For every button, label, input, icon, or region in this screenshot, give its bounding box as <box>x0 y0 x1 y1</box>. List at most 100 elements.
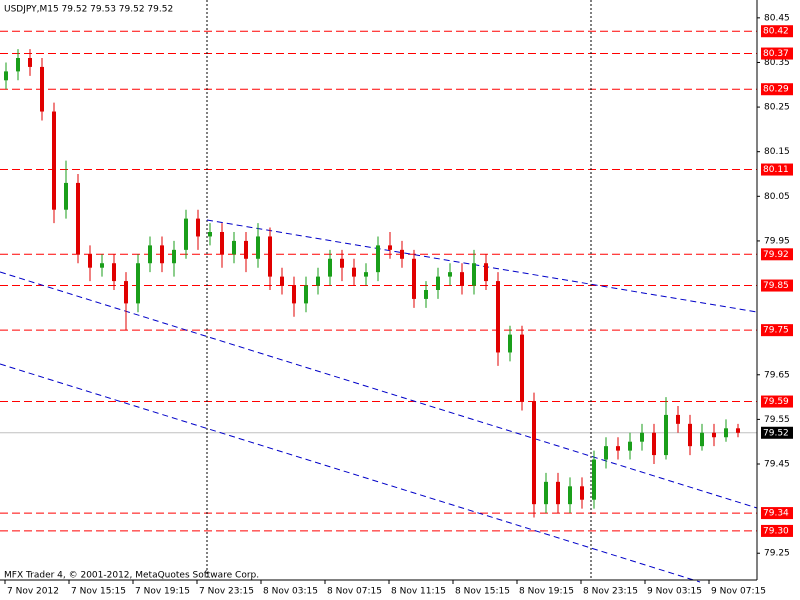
candle-body <box>100 263 104 268</box>
candle-body <box>664 414 668 456</box>
x-tick-label: 7 Nov 23:15 <box>199 587 254 597</box>
candle-body <box>640 432 644 442</box>
y-tick-label: 79.45 <box>764 460 790 470</box>
candle-body <box>340 258 344 268</box>
candle-body <box>388 245 392 250</box>
candle-body <box>280 276 284 286</box>
x-tick-label: 8 Nov 23:15 <box>583 587 638 597</box>
candle-body <box>256 236 260 259</box>
candle-body <box>376 245 380 273</box>
candle-body <box>568 486 572 505</box>
candle-body <box>592 459 596 500</box>
x-tick-label: 7 Nov 15:15 <box>71 587 126 597</box>
candle-body <box>460 272 464 286</box>
candle-body <box>724 428 728 438</box>
candle-body <box>52 111 56 210</box>
candle-body <box>508 334 512 353</box>
candle-body <box>64 182 68 210</box>
x-tick-label: 7 Nov 19:15 <box>135 587 190 597</box>
candle-body <box>544 481 548 505</box>
level-label: 80.11 <box>763 165 789 175</box>
candle-body <box>40 66 44 112</box>
candle-body <box>196 218 200 237</box>
candle-body <box>532 401 536 505</box>
level-label-bg <box>761 248 793 261</box>
chart-title: USDJPY,M15 79.52 79.53 79.52 79.52 <box>4 5 173 15</box>
x-tick-label: 7 Nov 2012 <box>7 587 59 597</box>
candle-body <box>148 245 152 264</box>
candles <box>4 49 740 518</box>
candle-body <box>76 182 80 255</box>
trend-line <box>206 219 758 313</box>
y-tick-label: 79.55 <box>764 415 790 425</box>
last-price-label: 79.52 <box>763 428 789 438</box>
level-label: 79.34 <box>763 509 789 519</box>
level-label-bg <box>761 524 793 537</box>
level-label: 80.29 <box>763 85 789 95</box>
candle-body <box>580 486 584 500</box>
level-label-bg <box>761 279 793 292</box>
candle-body <box>364 272 368 277</box>
candle-body <box>220 232 224 255</box>
y-tick-label: 80.35 <box>764 58 790 68</box>
candle-body <box>28 58 32 67</box>
candle-body <box>400 249 404 259</box>
level-label-bg <box>761 324 793 337</box>
level-label: 79.75 <box>763 326 789 336</box>
candle-body <box>412 258 416 299</box>
level-label: 79.59 <box>763 397 789 407</box>
level-label-bg <box>761 507 793 520</box>
candle-body <box>712 432 716 438</box>
y-tick-label: 79.25 <box>764 549 790 559</box>
candle-body <box>232 240 236 255</box>
candle-body <box>628 441 632 451</box>
y-tick-label: 80.45 <box>764 13 790 23</box>
y-tick-label: 80.25 <box>764 103 790 113</box>
level-label: 79.85 <box>763 281 789 291</box>
candle-body <box>700 432 704 447</box>
candle-body <box>268 236 272 277</box>
candle-body <box>448 272 452 277</box>
candle-body <box>496 281 500 353</box>
x-tick-label: 9 Nov 03:15 <box>647 587 702 597</box>
level-label-bg <box>761 83 793 96</box>
candle-body <box>136 263 140 304</box>
candle-body <box>316 276 320 286</box>
candle-body <box>676 414 680 424</box>
x-tick-label: 8 Nov 03:15 <box>263 587 318 597</box>
level-label-bg <box>761 47 793 60</box>
candle-body <box>88 254 92 268</box>
candle-body <box>436 276 440 290</box>
candle-body <box>16 58 20 72</box>
y-tick-label: 80.05 <box>764 192 790 202</box>
level-label: 80.42 <box>763 27 789 37</box>
trend-line <box>0 363 701 583</box>
x-tick-label: 8 Nov 19:15 <box>519 587 574 597</box>
candle-body <box>244 240 248 259</box>
candle-body <box>556 481 560 505</box>
candle-body <box>604 446 608 460</box>
candle-body <box>172 249 176 264</box>
candle-body <box>292 285 296 304</box>
candle-body <box>328 258 332 277</box>
candle-body <box>160 245 164 264</box>
last-price-bg <box>761 426 793 439</box>
candle-body <box>304 285 308 304</box>
axes: 80.45 80.35 80.25 80.15 80.05 79.95 79.65 79.55… <box>4 13 793 597</box>
candle-body <box>472 263 476 286</box>
candle-body <box>424 290 428 299</box>
candle-body <box>520 334 524 402</box>
candle-body <box>652 432 656 456</box>
level-label-bg <box>761 163 793 176</box>
y-tick-label: 80.15 <box>764 147 790 157</box>
candle-body <box>616 446 620 451</box>
candle-body <box>124 281 128 304</box>
level-label-bg <box>761 25 793 38</box>
candle-body <box>208 232 212 237</box>
candle-body <box>484 263 488 282</box>
candle-body <box>4 71 8 81</box>
candle-body <box>352 267 356 277</box>
y-tick-label: 79.65 <box>764 370 790 380</box>
